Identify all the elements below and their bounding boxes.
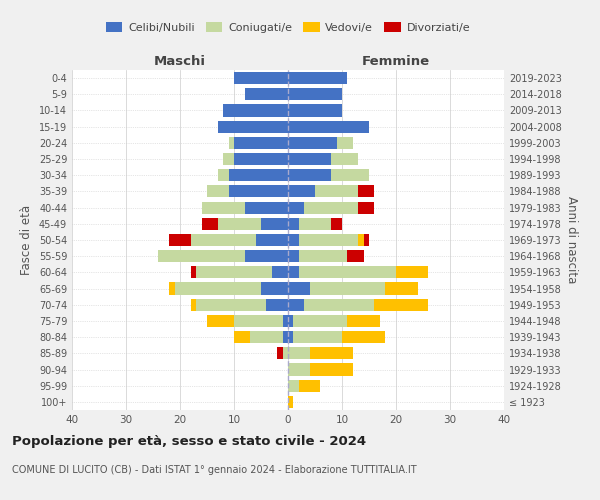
Bar — [310, 282, 385, 294]
Bar — [364, 234, 369, 246]
Bar — [196, 298, 266, 311]
Bar — [288, 315, 293, 327]
Bar — [358, 234, 364, 246]
Bar — [293, 315, 347, 327]
Bar — [234, 315, 283, 327]
Bar — [272, 266, 288, 278]
Bar — [266, 298, 288, 311]
Bar — [347, 250, 364, 262]
Bar — [331, 169, 369, 181]
Bar — [196, 266, 272, 278]
Bar — [245, 202, 288, 213]
Bar — [202, 218, 218, 230]
Bar — [288, 202, 304, 213]
Bar — [288, 250, 299, 262]
Bar — [288, 298, 304, 311]
Bar — [191, 266, 196, 278]
Bar — [169, 234, 191, 246]
Bar — [234, 331, 250, 343]
Bar — [207, 186, 229, 198]
Bar — [158, 250, 245, 262]
Bar — [250, 331, 283, 343]
Bar — [191, 298, 196, 311]
Bar — [299, 250, 347, 262]
Bar — [245, 88, 288, 101]
Bar — [169, 282, 175, 294]
Bar — [288, 348, 310, 360]
Bar — [288, 364, 310, 376]
Bar — [288, 120, 369, 132]
Bar — [261, 282, 288, 294]
Bar — [347, 315, 380, 327]
Bar — [229, 137, 234, 149]
Bar — [218, 169, 229, 181]
Bar — [218, 120, 288, 132]
Bar — [385, 282, 418, 294]
Bar — [288, 137, 337, 149]
Bar — [310, 364, 353, 376]
Bar — [229, 186, 288, 198]
Bar — [315, 186, 358, 198]
Bar — [288, 282, 310, 294]
Bar — [288, 169, 331, 181]
Bar — [358, 186, 374, 198]
Bar — [283, 331, 288, 343]
Bar — [331, 153, 358, 165]
Bar — [396, 266, 428, 278]
Bar — [374, 298, 428, 311]
Bar — [299, 266, 396, 278]
Bar — [288, 396, 293, 408]
Bar — [191, 234, 256, 246]
Bar — [256, 234, 288, 246]
Bar — [337, 137, 353, 149]
Bar — [234, 72, 288, 84]
Bar — [331, 218, 342, 230]
Bar — [175, 282, 261, 294]
Bar — [288, 88, 342, 101]
Bar — [342, 331, 385, 343]
Text: Maschi: Maschi — [154, 56, 206, 68]
Bar — [304, 298, 374, 311]
Text: Popolazione per età, sesso e stato civile - 2024: Popolazione per età, sesso e stato civil… — [12, 435, 366, 448]
Bar — [304, 202, 358, 213]
Bar — [288, 72, 347, 84]
Legend: Celibi/Nubili, Coniugati/e, Vedovi/e, Divorziati/e: Celibi/Nubili, Coniugati/e, Vedovi/e, Di… — [101, 18, 475, 38]
Bar — [310, 348, 353, 360]
Y-axis label: Anni di nascita: Anni di nascita — [565, 196, 578, 284]
Bar — [288, 266, 299, 278]
Bar — [299, 234, 358, 246]
Bar — [283, 348, 288, 360]
Bar — [288, 218, 299, 230]
Y-axis label: Fasce di età: Fasce di età — [20, 205, 33, 275]
Bar — [261, 218, 288, 230]
Bar — [245, 250, 288, 262]
Bar — [223, 153, 234, 165]
Bar — [358, 202, 374, 213]
Bar — [288, 104, 342, 117]
Bar — [234, 153, 288, 165]
Bar — [277, 348, 283, 360]
Bar — [288, 153, 331, 165]
Bar — [218, 218, 261, 230]
Bar — [299, 380, 320, 392]
Bar — [299, 218, 331, 230]
Bar — [288, 234, 299, 246]
Bar — [207, 315, 234, 327]
Bar — [223, 104, 288, 117]
Bar — [288, 331, 293, 343]
Bar — [234, 137, 288, 149]
Bar — [283, 315, 288, 327]
Bar — [288, 380, 299, 392]
Text: Femmine: Femmine — [362, 56, 430, 68]
Bar — [202, 202, 245, 213]
Bar — [229, 169, 288, 181]
Text: COMUNE DI LUCITO (CB) - Dati ISTAT 1° gennaio 2024 - Elaborazione TUTTITALIA.IT: COMUNE DI LUCITO (CB) - Dati ISTAT 1° ge… — [12, 465, 416, 475]
Bar — [293, 331, 342, 343]
Bar — [288, 186, 315, 198]
